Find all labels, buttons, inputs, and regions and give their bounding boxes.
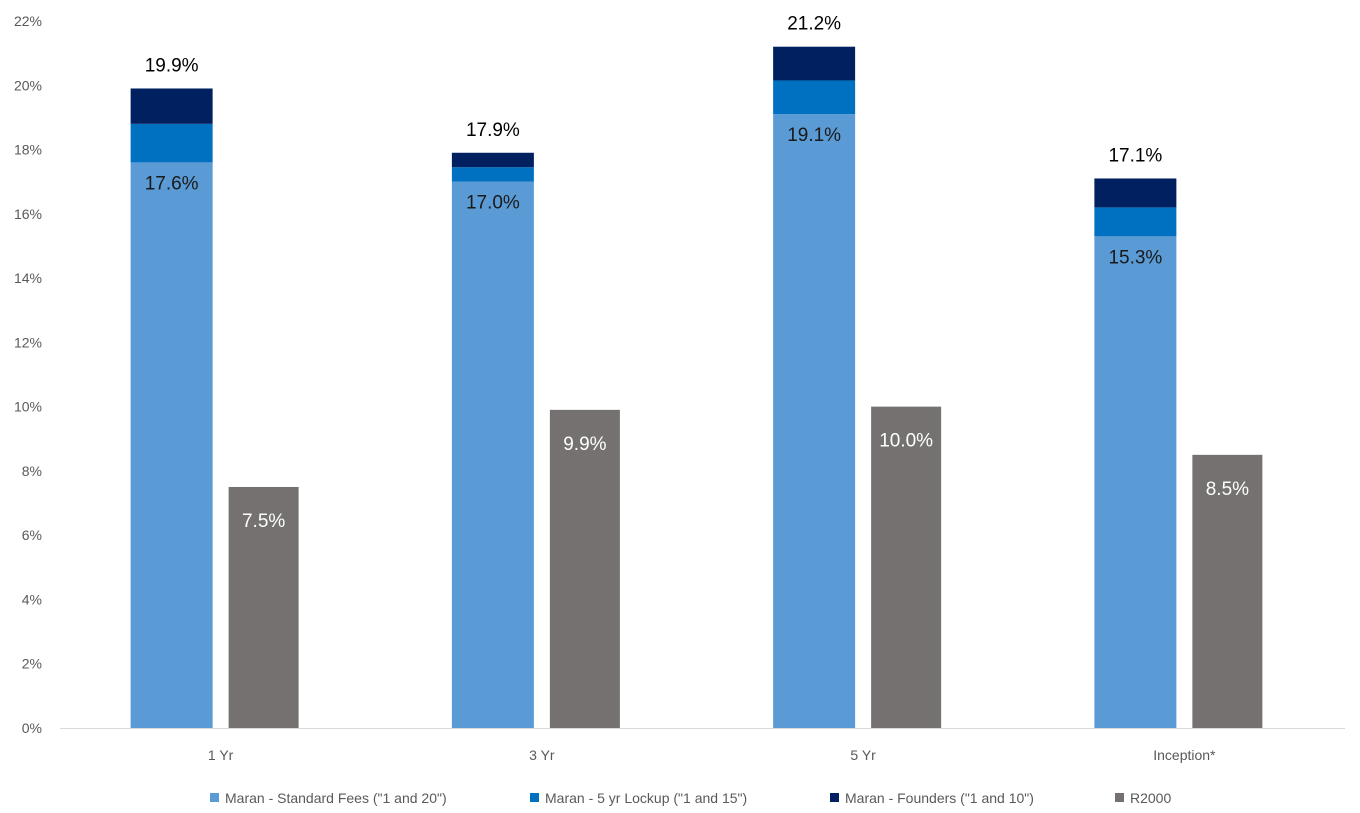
y-tick-label: 16%: [14, 206, 42, 222]
data-label-r2000: 10.0%: [879, 431, 933, 452]
bar-maran-segment-1: [130, 162, 213, 728]
y-tick-label: 20%: [14, 77, 42, 93]
y-tick-label: 2%: [22, 656, 42, 672]
y-tick-label: 6%: [22, 527, 42, 543]
bar-r2000: [228, 486, 299, 728]
legend-label: Maran - Founders ("1 and 10"): [845, 790, 1034, 806]
legend-label: Maran - 5 yr Lockup ("1 and 15"): [545, 790, 747, 806]
bar-r2000: [871, 406, 942, 728]
legend-swatch: [210, 793, 219, 802]
x-tick-label: 1 Yr: [208, 747, 234, 763]
legend: Maran - Standard Fees ("1 and 20") Maran …: [210, 790, 1171, 806]
data-label-total: 17.9%: [466, 120, 520, 141]
bar-r2000: [549, 409, 620, 728]
data-label-r2000: 8.5%: [1206, 479, 1249, 500]
legend-swatch: [530, 793, 539, 802]
bar-maran-segment-3: [773, 46, 856, 81]
bar-maran-segment-2: [773, 80, 856, 115]
legend-swatch: [830, 793, 839, 802]
x-tick-label: 5 Yr: [850, 747, 876, 763]
y-axis: 0% 2% 4% 6% 8% 10% 12% 14% 16% 18% 20% 22%: [14, 13, 42, 736]
bar-maran-segment-3: [1094, 178, 1177, 208]
bar-maran-segment-1: [773, 114, 856, 729]
bar-maran-segment-2: [1094, 207, 1177, 237]
y-tick-label: 10%: [14, 399, 42, 415]
x-tick-label: 3 Yr: [529, 747, 555, 763]
bar-maran-segment-2: [451, 167, 534, 182]
bar-r2000: [1192, 454, 1263, 728]
data-label-standard: 17.6%: [145, 173, 199, 194]
x-axis: 1 Yr 3 Yr 5 Yr Inception*: [60, 728, 1345, 763]
bars: [130, 46, 1263, 729]
y-tick-label: 22%: [14, 13, 42, 29]
bar-maran-segment-1: [1094, 236, 1177, 728]
bar-maran-segment-2: [130, 123, 213, 163]
data-label-standard: 19.1%: [787, 125, 841, 146]
data-label-total: 21.2%: [787, 14, 841, 35]
bar-maran-segment-1: [451, 181, 534, 728]
y-tick-label: 0%: [22, 720, 42, 736]
bar-maran-segment-3: [451, 152, 534, 168]
data-label-r2000: 9.9%: [563, 434, 606, 455]
data-labels: 17.6% 19.9% 7.5% 17.0% 17.9% 9.9% 19.1% 21.2% 10…: [145, 14, 1249, 532]
data-label-standard: 15.3%: [1108, 247, 1162, 268]
legend-swatch: [1115, 793, 1124, 802]
legend-label: Maran - Standard Fees ("1 and 20"): [225, 790, 447, 806]
data-label-standard: 17.0%: [466, 193, 520, 214]
bar-maran-segment-3: [130, 88, 213, 124]
y-tick-label: 8%: [22, 463, 42, 479]
y-tick-label: 14%: [14, 270, 42, 286]
data-label-total: 17.1%: [1108, 145, 1162, 166]
y-tick-label: 18%: [14, 142, 42, 158]
x-tick-label: Inception*: [1153, 747, 1216, 763]
y-tick-label: 12%: [14, 334, 42, 350]
y-tick-label: 4%: [22, 591, 42, 607]
data-label-total: 19.9%: [145, 55, 199, 76]
data-label-r2000: 7.5%: [242, 511, 285, 532]
legend-label: R2000: [1130, 790, 1171, 806]
